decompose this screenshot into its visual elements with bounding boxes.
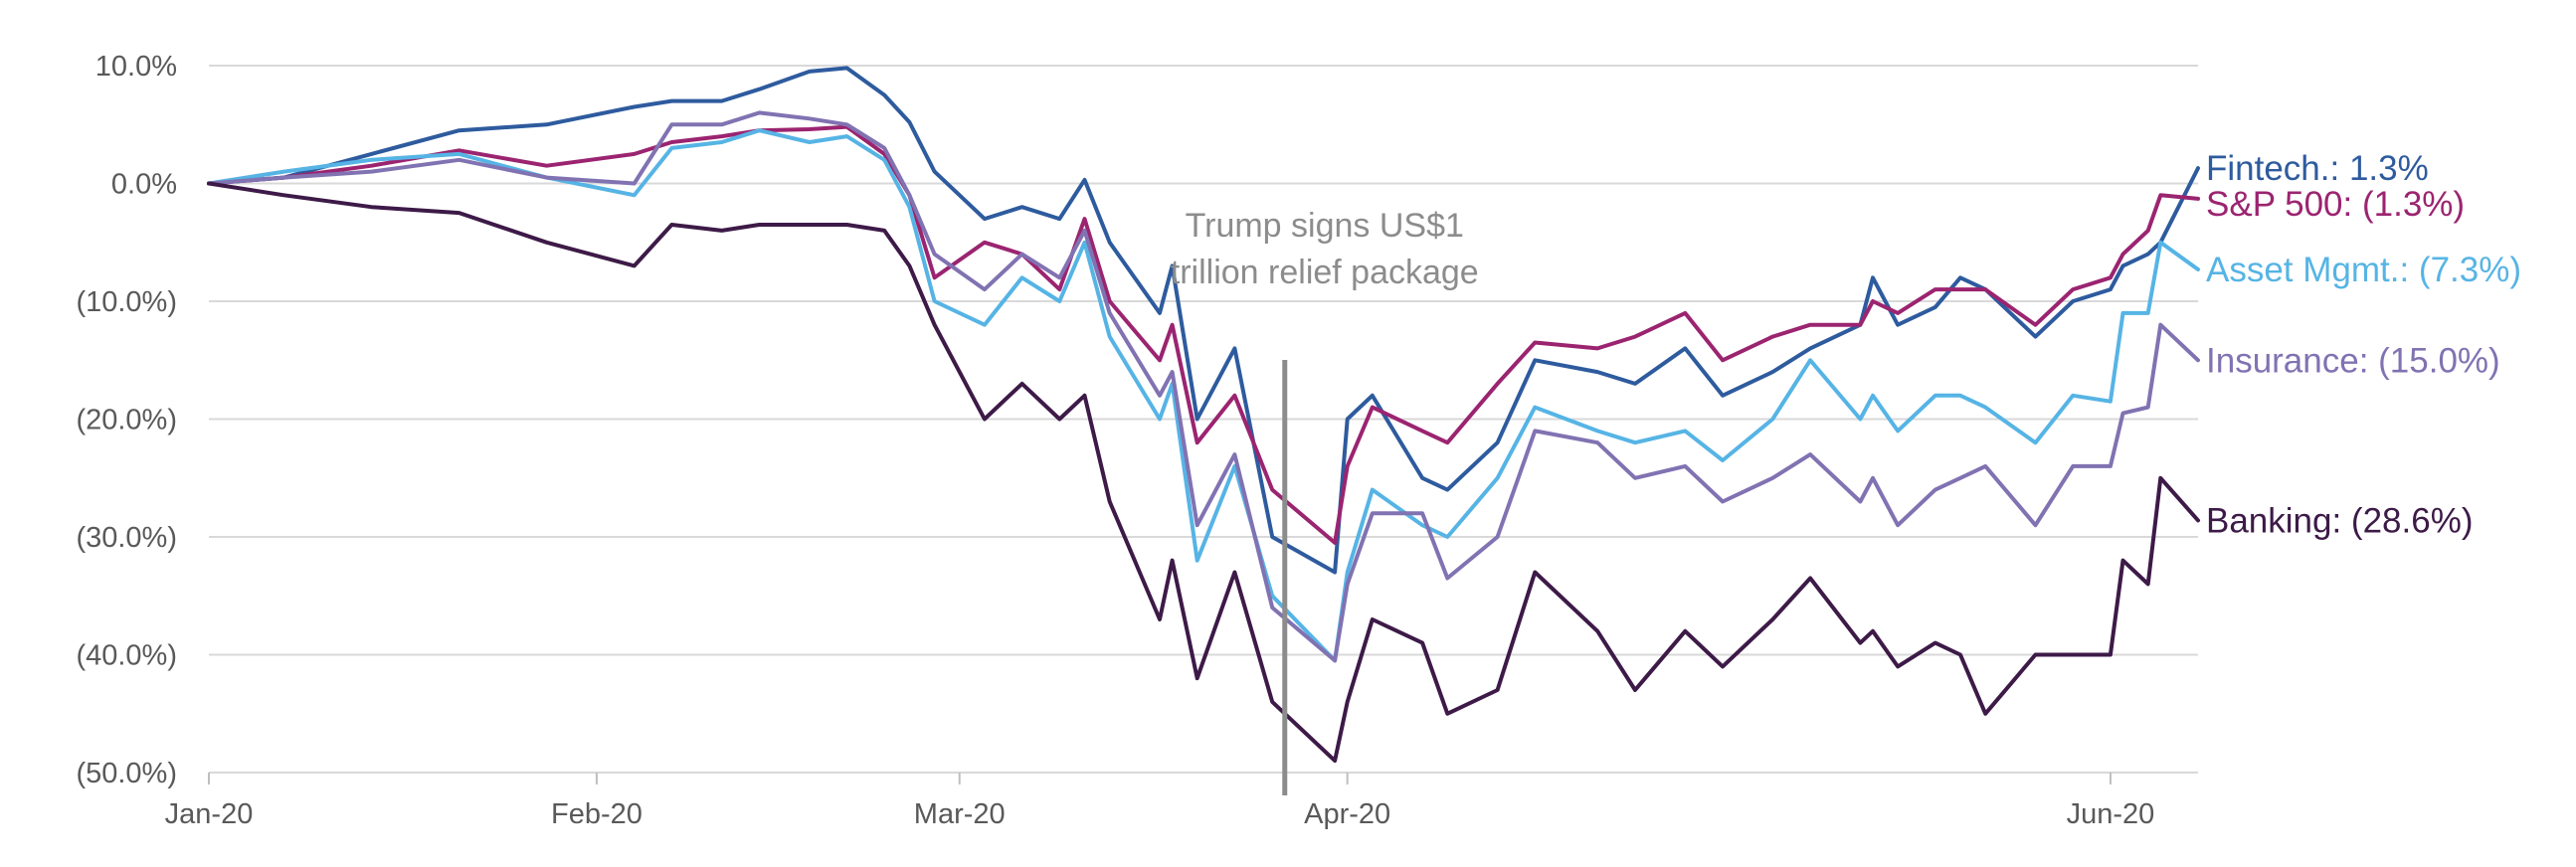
y-tick-label: 10.0% [95,51,177,83]
x-tick-label: Feb-20 [551,798,643,830]
y-tick-label: (40.0%) [76,640,177,672]
y-tick-label: (20.0%) [76,405,177,436]
x-tick-label: Apr-20 [1304,798,1390,830]
y-axis: 10.0% 0.0% (10.0%) (20.0%) (30.0%) (40.0%) (50… [76,51,177,789]
x-tick-label: Mar-20 [914,798,1006,830]
x-axis: Jan-20 Feb-20 Mar-20 Apr-20 Jun-20 [165,773,2155,830]
x-tick-label: Jan-20 [165,798,254,830]
y-tick-label: 0.0% [111,169,177,201]
series-lines [207,66,2200,764]
series-labels: Fintech.: 1.3%S&P 500: (1.3%) Asset Mgmt.… [2206,149,2521,540]
y-tick-label: (10.0%) [76,286,177,318]
x-tick-label: Jun-20 [2067,798,2155,830]
series-line [207,110,2200,663]
y-tick-label: (50.0%) [76,758,177,789]
annotation: Trump signs US$1 trillion relief package [1171,207,1479,795]
series-end-label: S&P 500: (1.3%) [2206,185,2465,224]
series-end-label: Banking: (28.6%) [2206,501,2473,540]
annotation-text: Trump signs US$1 [1186,207,1464,245]
series-end-label: Fintech.: 1.3% [2206,149,2429,188]
series-line [207,66,2200,575]
series-line [207,181,2200,764]
annotation-text: trillion relief package [1171,254,1479,291]
series-end-label: Insurance: (15.0%) [2206,341,2500,380]
series-line [207,124,2200,545]
series-end-label: Asset Mgmt.: (7.3%) [2206,251,2521,289]
y-tick-label: (30.0%) [76,522,177,554]
